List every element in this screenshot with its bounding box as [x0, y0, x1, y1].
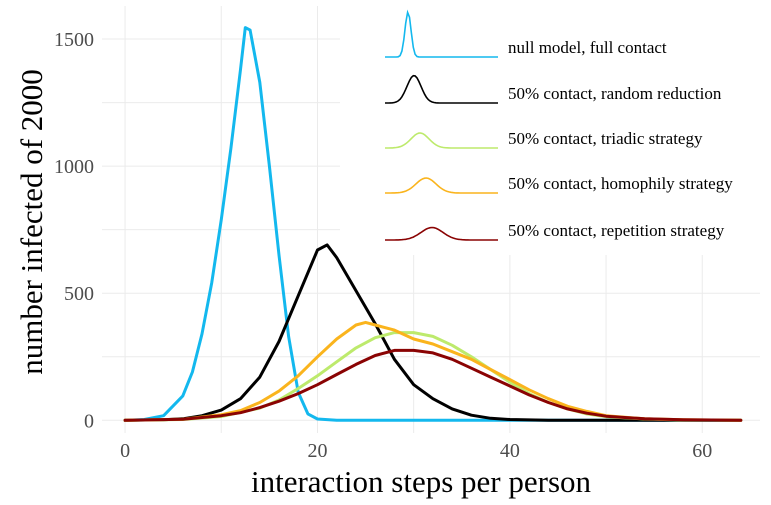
x-tick-label: 0	[120, 440, 130, 462]
legend-key	[385, 177, 498, 194]
legend-label: 50% contact, random reduction	[508, 84, 722, 103]
legend-label: 50% contact, repetition strategy	[508, 221, 725, 240]
y-tick-label: 500	[64, 283, 94, 305]
x-tick-label: 40	[500, 440, 520, 462]
legend-label: 50% contact, triadic strategy	[508, 129, 703, 148]
y-tick-label: 1000	[54, 156, 94, 178]
series-lines	[123, 26, 743, 422]
tick-labels: 0 20 40 60 0 500 1000 1500	[54, 29, 712, 462]
legend-key	[385, 74, 498, 104]
legend-key	[385, 132, 498, 149]
legend-key	[385, 226, 498, 241]
legend-key	[385, 9, 498, 58]
series-line	[123, 26, 743, 422]
series-line	[123, 243, 743, 422]
x-axis-title: interaction steps per person	[251, 464, 592, 499]
x-tick-label: 60	[692, 440, 712, 462]
legend-label: 50% contact, homophily strategy	[508, 174, 733, 193]
series-line	[123, 331, 743, 422]
legend-background	[340, 0, 770, 255]
y-axis-title: number infected of 2000	[14, 69, 49, 375]
y-tick-label: 0	[84, 410, 94, 432]
y-tick-label: 1500	[54, 29, 94, 51]
series-line	[123, 320, 743, 422]
x-tick-label: 20	[307, 440, 327, 462]
legend-label: null model, full contact	[508, 38, 667, 57]
series-line	[123, 348, 743, 422]
legend: null model, full contact 50% contact, ran…	[340, 0, 770, 255]
